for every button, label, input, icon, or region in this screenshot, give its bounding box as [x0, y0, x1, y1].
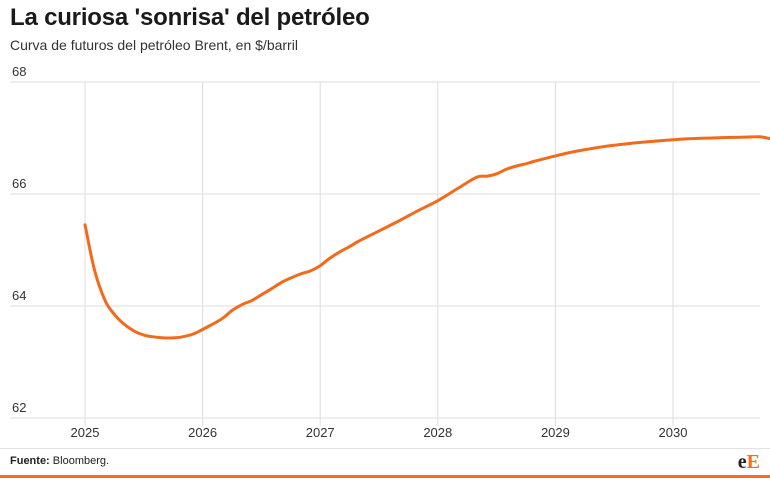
x-tick-label-2029: 2029 — [541, 425, 570, 440]
x-tick-label-2025: 2025 — [71, 425, 100, 440]
source-label: Fuente: — [10, 455, 50, 467]
y-tick-label-68: 68 — [12, 64, 26, 79]
y-tick-label-64: 64 — [12, 288, 26, 303]
y-tick-label-66: 66 — [12, 176, 26, 191]
brand-logo[interactable]: eE — [738, 451, 760, 474]
y-axis-labels: 62 64 66 68 — [12, 64, 26, 415]
x-tick-label-2026: 2026 — [188, 425, 217, 440]
source-note: Fuente: Bloomberg. — [10, 455, 109, 467]
x-axis-labels: 2025 2026 2027 2028 2029 2030 — [71, 425, 688, 440]
y-tick-label-62: 62 — [12, 400, 26, 415]
y-gridlines — [10, 81, 760, 419]
series-group — [83, 135, 770, 340]
source-text: Bloomberg. — [52, 455, 110, 467]
bottom-brand-bar — [0, 475, 770, 500]
logo-e: e — [737, 451, 747, 473]
series-line-0 — [83, 135, 770, 340]
chart-subtitle: Curva de futuros del petróleo Brent, en … — [10, 37, 298, 53]
x-tick-label-2028: 2028 — [423, 425, 452, 440]
logo-E: E — [746, 451, 760, 473]
chart-title: La curiosa 'sonrisa' del petróleo — [10, 4, 370, 31]
footer-divider — [0, 448, 770, 449]
x-gridlines — [84, 82, 674, 426]
line-chart: 62 64 66 68 2025 2026 2027 2028 2029 2030 — [10, 64, 770, 440]
x-tick-label-2027: 2027 — [306, 425, 335, 440]
x-tick-label-2030: 2030 — [659, 425, 688, 440]
